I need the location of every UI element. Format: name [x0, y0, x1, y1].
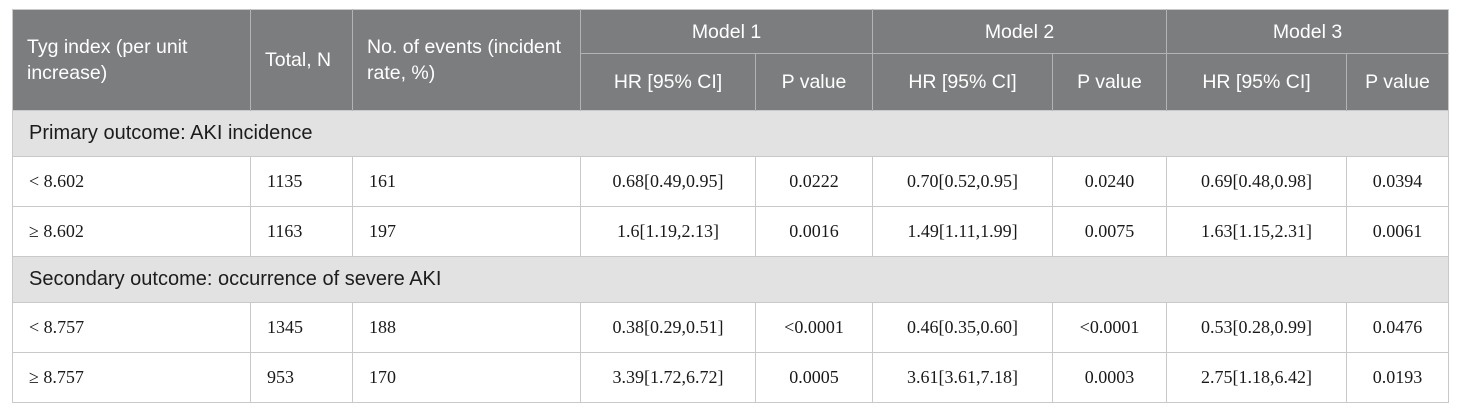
cell-m2-hr: 3.61[3.61,7.18]	[872, 352, 1053, 403]
cell-group: < 8.757	[12, 302, 251, 353]
cell-m2-p: <0.0001	[1052, 302, 1167, 353]
col-header-total-n: Total, N	[250, 9, 353, 111]
section-row-primary: Primary outcome: AKI incidence	[12, 110, 1449, 157]
cell-m3-p: 0.0476	[1346, 302, 1449, 353]
cell-m3-p: 0.0193	[1346, 352, 1449, 403]
cell-m1-p: 0.0016	[755, 206, 873, 257]
cell-m2-p: 0.0003	[1052, 352, 1167, 403]
section-row-secondary: Secondary outcome: occurrence of severe …	[12, 256, 1449, 303]
cell-m1-hr: 0.68[0.49,0.95]	[580, 156, 756, 207]
cell-group: ≥ 8.757	[12, 352, 251, 403]
cell-m3-hr: 0.69[0.48,0.98]	[1166, 156, 1347, 207]
col-group-model-3: Model 3	[1166, 9, 1449, 54]
cell-events: 188	[352, 302, 581, 353]
cell-m1-hr: 3.39[1.72,6.72]	[580, 352, 756, 403]
table-row: < 8.602 1135 161 0.68[0.49,0.95] 0.0222 …	[12, 156, 1449, 207]
cell-total-n: 953	[250, 352, 353, 403]
table-row: ≥ 8.757 953 170 3.39[1.72,6.72] 0.0005 3…	[12, 352, 1449, 403]
section-title: Secondary outcome: occurrence of severe …	[12, 256, 1449, 303]
cell-m1-p: 0.0005	[755, 352, 873, 403]
cell-m3-p: 0.0061	[1346, 206, 1449, 257]
col-group-model-2: Model 2	[872, 9, 1167, 54]
cell-total-n: 1135	[250, 156, 353, 207]
cell-m1-p: 0.0222	[755, 156, 873, 207]
cell-group: < 8.602	[12, 156, 251, 207]
cell-total-n: 1163	[250, 206, 353, 257]
cell-events: 170	[352, 352, 581, 403]
cell-m2-p: 0.0075	[1052, 206, 1167, 257]
cell-m3-hr: 0.53[0.28,0.99]	[1166, 302, 1347, 353]
cell-events: 161	[352, 156, 581, 207]
cell-m3-p: 0.0394	[1346, 156, 1449, 207]
col-header-m1-p: P value	[755, 53, 873, 111]
cell-m1-hr: 1.6[1.19,2.13]	[580, 206, 756, 257]
col-header-m3-hr: HR [95% CI]	[1166, 53, 1347, 111]
cell-m2-p: 0.0240	[1052, 156, 1167, 207]
col-header-events: No. of events (incident rate, %)	[352, 9, 581, 111]
section-title: Primary outcome: AKI incidence	[12, 110, 1449, 157]
col-group-model-1: Model 1	[580, 9, 873, 54]
col-header-m2-hr: HR [95% CI]	[872, 53, 1053, 111]
col-header-m3-p: P value	[1346, 53, 1449, 111]
table-header: Tyg index (per unit increase) Total, N N…	[12, 9, 1449, 111]
cell-m1-hr: 0.38[0.29,0.51]	[580, 302, 756, 353]
col-header-m2-p: P value	[1052, 53, 1167, 111]
cell-total-n: 1345	[250, 302, 353, 353]
cell-m3-hr: 1.63[1.15,2.31]	[1166, 206, 1347, 257]
cell-m1-p: <0.0001	[755, 302, 873, 353]
table-row: ≥ 8.602 1163 197 1.6[1.19,2.13] 0.0016 1…	[12, 206, 1449, 257]
cell-group: ≥ 8.602	[12, 206, 251, 257]
cell-events: 197	[352, 206, 581, 257]
cell-m3-hr: 2.75[1.18,6.42]	[1166, 352, 1347, 403]
header-row-sub: HR [95% CI] P value HR [95% CI] P value …	[13, 53, 1449, 111]
col-header-m1-hr: HR [95% CI]	[580, 53, 756, 111]
cell-m2-hr: 0.70[0.52,0.95]	[872, 156, 1053, 207]
table-row: < 8.757 1345 188 0.38[0.29,0.51] <0.0001…	[12, 302, 1449, 353]
col-header-tyg-index: Tyg index (per unit increase)	[12, 9, 251, 111]
cell-m2-hr: 0.46[0.35,0.60]	[872, 302, 1053, 353]
outcomes-table: Tyg index (per unit increase) Total, N N…	[12, 9, 1449, 403]
header-row-groups: Tyg index (per unit increase) Total, N N…	[12, 9, 1449, 111]
cell-m2-hr: 1.49[1.11,1.99]	[872, 206, 1053, 257]
table-body: Primary outcome: AKI incidence < 8.602 1…	[12, 110, 1449, 403]
